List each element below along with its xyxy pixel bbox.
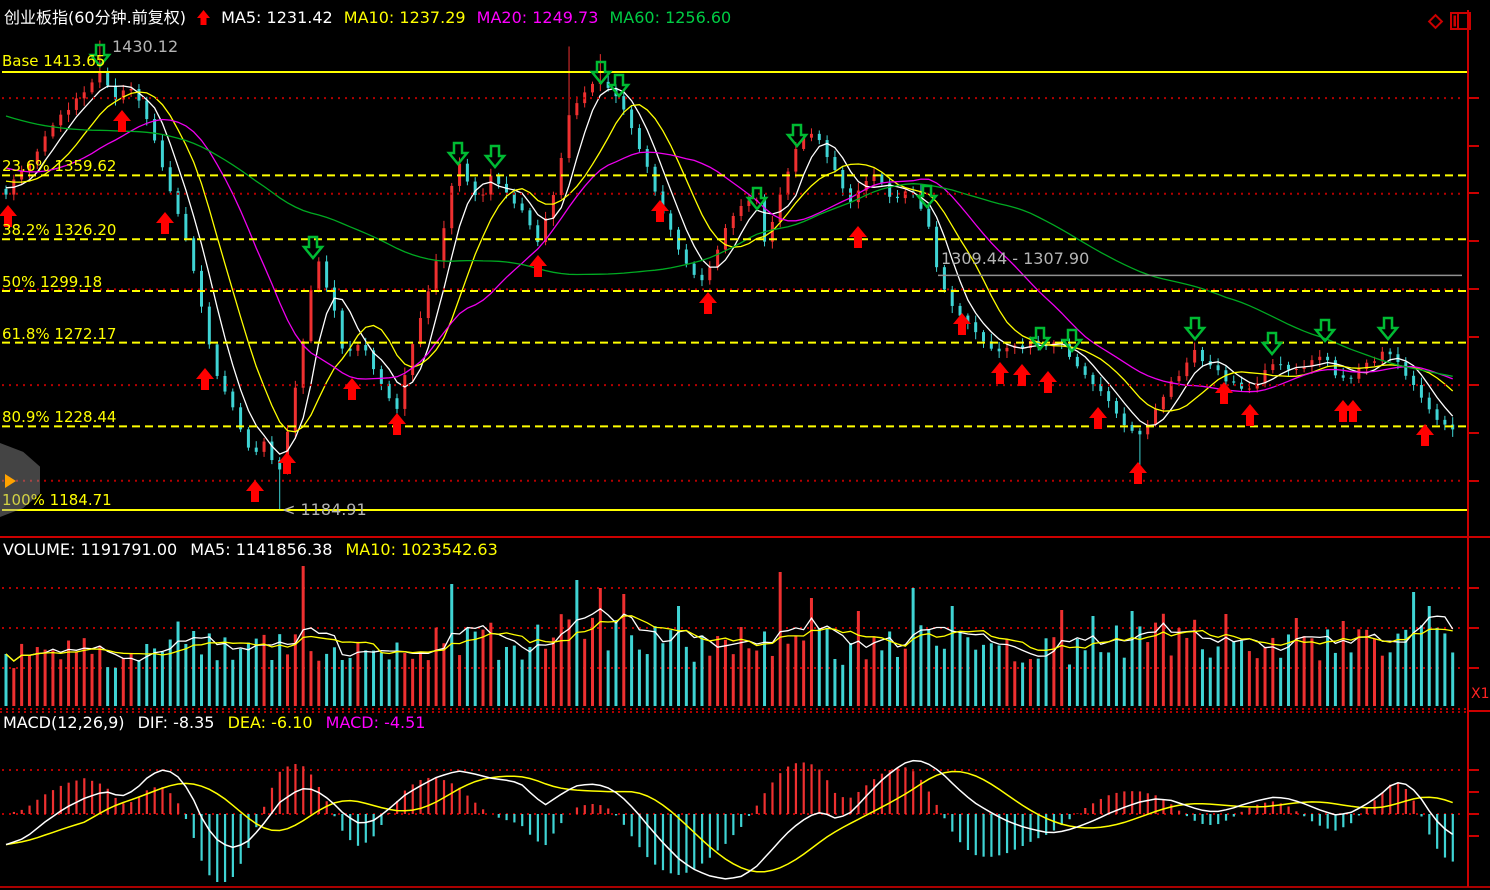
up-arrow-icon — [197, 10, 211, 29]
gap-price-label: 1309.44 - 1307.90 — [941, 249, 1090, 268]
volume-pane-header: VOLUME: 1191791.00 MA5: 1141856.38 MA10:… — [3, 541, 506, 559]
header-bar: 创业板指(60分钟.前复权) MA5: 1231.42 MA10: 1237.2… — [4, 9, 737, 29]
macd-value-label: MACD: -4.51 — [325, 713, 426, 732]
ma10-label: MA10: 1237.29 — [343, 8, 466, 27]
ma60-label: MA60: 1256.60 — [609, 8, 732, 27]
volume-ma10-label: MA10: 1023542.63 — [345, 540, 498, 559]
fib-label-80-9: 80.9% 1228.44 — [2, 408, 117, 426]
fib-label-61-8: 61.8% 1272.17 — [2, 325, 117, 343]
right-axis-pane-label: X1 — [1471, 686, 1490, 702]
macd-dif-label: DIF: -8.35 — [137, 713, 215, 732]
macd-dea-label: DEA: -6.10 — [227, 713, 313, 732]
diamond-marker-icon[interactable] — [1426, 12, 1445, 35]
fib-label-50: 50% 1299.18 — [2, 273, 103, 291]
ma5-label: MA5: 1231.42 — [221, 8, 333, 27]
fib-label-base: Base 1413.65 — [2, 52, 106, 70]
volume-value-label: VOLUME: 1191791.00 — [3, 540, 178, 559]
volume-ma5-label: MA5: 1141856.38 — [190, 540, 333, 559]
fib-label-100: 100% 1184.71 — [2, 491, 112, 509]
macd-name-label: MACD(12,26,9) — [3, 713, 125, 732]
split-window-icon[interactable] — [1450, 12, 1472, 35]
expand-triangle-icon — [5, 474, 16, 488]
fib-label-38-2: 38.2% 1326.20 — [2, 221, 117, 239]
fib-label-23-6: 23.6% 1359.62 — [2, 157, 117, 175]
low-price-label: < 1184.91 — [282, 500, 367, 519]
macd-pane-header: MACD(12,26,9) DIF: -8.35 DEA: -6.10 MACD… — [3, 714, 433, 732]
instrument-title: 创业板指(60分钟.前复权) — [4, 8, 186, 27]
ma20-label: MA20: 1249.73 — [476, 8, 599, 27]
high-price-label: 1430.12 — [112, 37, 179, 56]
